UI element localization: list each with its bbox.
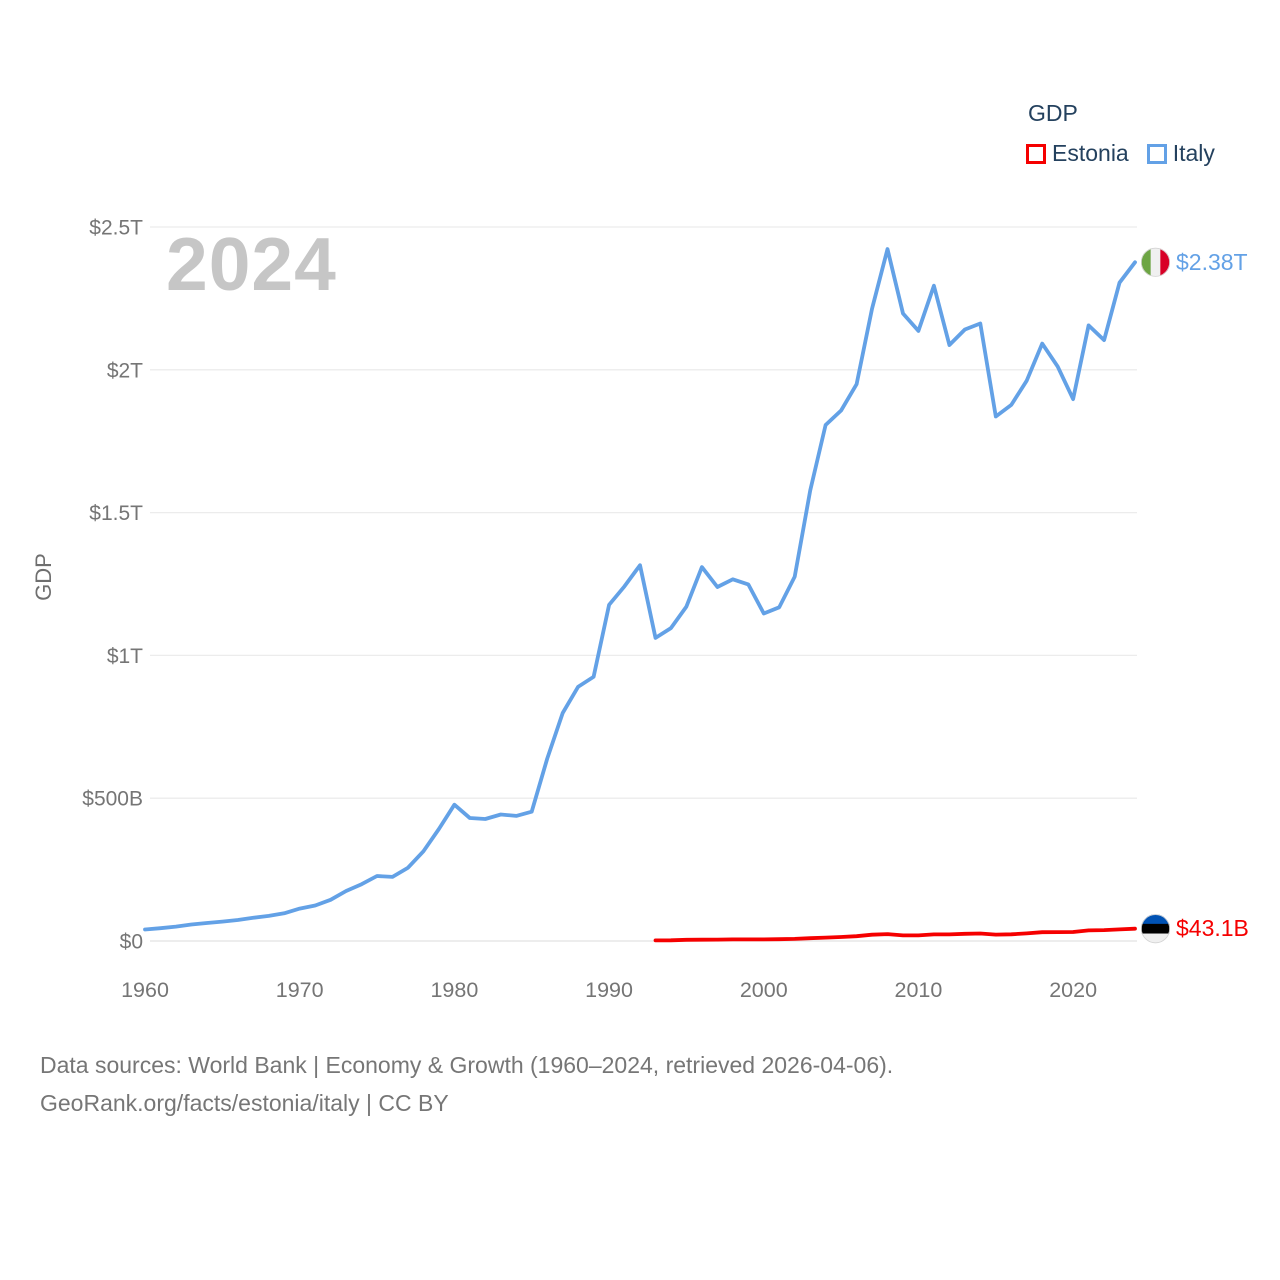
legend-title: GDP [1028,100,1078,126]
italy-swatch-icon [1146,143,1167,164]
x-tick-label: 1970 [276,978,324,1002]
source-line-1: Data sources: World Bank | Economy & Gro… [40,1052,894,1078]
y-tick-label: $1T [107,645,143,668]
legend-label-italy: Italy [1172,140,1215,166]
estonia-swatch-icon [1026,143,1046,164]
italy-flag-icon [1141,247,1170,277]
legend: GDP Estonia Italy [1026,100,1215,167]
y-tick-label: $2.5T [89,217,143,240]
x-tick-label: 1990 [585,978,633,1002]
estonia-end-value: $43.1B [1176,915,1249,942]
legend-label-estonia: Estonia [1052,140,1129,166]
estonia-line [653,926,1137,943]
chart-canvas[interactable]: $0 $500B $1T $1.5T $2T $2.5T 1960 1970 1980 1990 2… [0,0,1280,1040]
x-tick-label: 1960 [121,978,169,1002]
estonia-flag-icon [1141,914,1170,944]
y-tick-label: $500B [82,788,143,811]
y-tick-label: $0 [120,931,143,954]
x-tick-label: 2020 [1049,978,1097,1002]
source-line-2: GeoRank.org/facts/estonia/italy | CC BY [40,1090,449,1116]
y-tick-label: $2T [107,359,143,382]
y-tick-label: $1.5T [89,502,143,525]
x-tick-label: 1980 [430,978,478,1002]
watermark-year: 2024 [166,222,337,306]
x-tick-label: 2010 [895,978,943,1002]
italy-flag-rim [1141,247,1171,277]
italy-line [143,247,1137,932]
estonia-flag-rim [1141,914,1171,944]
italy-end-value: $2.38T [1176,248,1248,275]
y-axis-title: GDP [31,553,56,601]
legend-item-italy[interactable]: Italy [1146,140,1215,167]
legend-item-estonia[interactable]: Estonia [1026,140,1129,167]
legend-items: Estonia Italy [1026,140,1215,167]
source-text: Data sources: World Bank | Economy & Gro… [40,1046,893,1122]
x-tick-label: 2000 [740,978,788,1002]
